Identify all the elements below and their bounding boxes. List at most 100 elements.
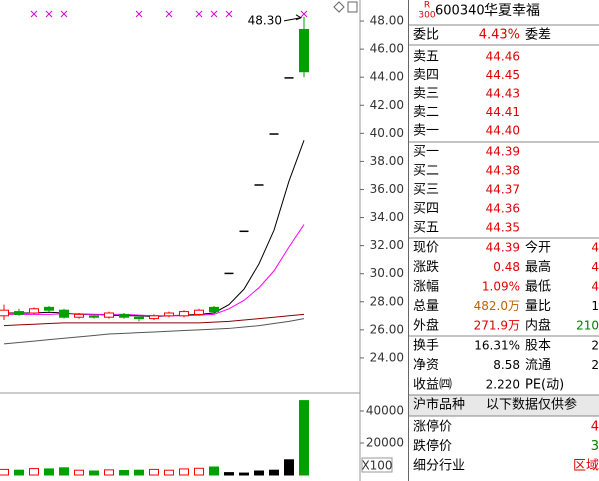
y-tick-label: 28.00 <box>370 294 404 308</box>
candle-body <box>59 309 69 318</box>
volume-bar <box>209 466 219 476</box>
label: 跌停价 <box>413 438 452 454</box>
marker <box>300 10 308 18</box>
volume-bar <box>14 469 24 476</box>
label: 现价 <box>413 241 439 256</box>
marker <box>30 10 38 18</box>
annotation-arrow <box>283 17 301 22</box>
y-tick-label: 46.00 <box>370 42 404 56</box>
marker <box>165 10 173 18</box>
volume-bar <box>284 459 294 476</box>
label: 委比 <box>413 28 439 43</box>
value: 271.9万 <box>474 319 520 333</box>
marker <box>45 10 53 18</box>
bid-price: 44.39 <box>486 145 520 159</box>
label: 外盘 <box>413 318 439 334</box>
label: 卖四 <box>413 68 439 83</box>
value: 8.58 <box>493 358 520 372</box>
volume-bar <box>119 470 129 476</box>
candle-body <box>209 306 219 313</box>
candle-body <box>29 308 39 314</box>
signal-markers <box>30 10 308 18</box>
bid-price: 44.37 <box>486 183 520 197</box>
volume-bar <box>149 468 159 476</box>
label: 委差 <box>525 28 551 43</box>
marker <box>60 10 68 18</box>
value: 44.39 <box>486 241 520 255</box>
ask-price: 44.43 <box>486 87 520 101</box>
volume-bar <box>254 470 264 476</box>
volume-bar <box>164 469 174 476</box>
volume-bar <box>239 472 249 476</box>
candle-body <box>44 306 54 311</box>
ask-price: 44.45 <box>486 68 520 82</box>
value: 区域 <box>573 459 599 474</box>
ask-price: 44.40 <box>486 124 520 138</box>
label: 换手 <box>413 339 439 354</box>
volume-bar <box>269 469 279 476</box>
volume-bar <box>194 467 204 476</box>
y-tick-label: 40.00 <box>370 126 404 140</box>
volume-bar <box>89 470 99 476</box>
label: 收益㈣ <box>413 378 452 393</box>
ask-price: 44.46 <box>486 50 520 64</box>
label: 买五 <box>413 221 439 236</box>
label: 内盘 <box>525 318 551 334</box>
notice-text: 以下数据仅供参 <box>486 397 577 413</box>
value: 4 <box>591 420 599 435</box>
candle-body <box>164 312 174 317</box>
label: 卖二 <box>413 105 439 120</box>
label: 今开 <box>525 240 551 256</box>
candle-body <box>299 28 309 73</box>
value: 2.220 <box>486 378 520 392</box>
volume-bar <box>179 468 189 476</box>
label: 沪市品种 <box>413 397 465 413</box>
volume-bar <box>0 468 9 476</box>
candle-body <box>74 313 84 318</box>
value: 1.09% <box>482 280 520 294</box>
value: 482.0万 <box>474 299 520 313</box>
stock-code: 600340 <box>435 4 485 19</box>
volume-bar <box>44 468 54 476</box>
volume-bar <box>29 468 39 476</box>
value: 1 <box>591 299 599 313</box>
label: 总量 <box>413 299 439 314</box>
label: 量比 <box>525 299 551 314</box>
y-tick-label: 48.00 <box>370 14 404 28</box>
bid-price: 44.38 <box>486 164 520 178</box>
label: 卖五 <box>413 50 439 65</box>
volume-tick-label: 40000 <box>366 404 404 418</box>
marker <box>210 10 218 18</box>
y-tick-label: 42.00 <box>370 98 404 112</box>
bid-price: 44.36 <box>486 202 520 216</box>
y-tick-label: 32.00 <box>370 238 404 252</box>
icon-diamond[interactable] <box>333 1 345 13</box>
unit-box <box>361 457 393 473</box>
y-tick-label: 38.00 <box>370 154 404 168</box>
value: 0.48 <box>493 260 520 274</box>
volume-bar <box>74 469 84 476</box>
value: 2 <box>591 358 599 372</box>
candle-body <box>149 315 159 320</box>
label: 卖三 <box>413 87 439 102</box>
label: 股本 <box>525 339 551 354</box>
candle-body <box>194 309 204 315</box>
candle-body <box>0 309 9 317</box>
y-tick-label: 24.00 <box>370 350 404 364</box>
high-annotation: 48.30 <box>248 13 282 27</box>
value: 210 <box>576 319 599 333</box>
candle-body <box>179 311 189 317</box>
y-tick-label: 36.00 <box>370 182 404 196</box>
ask-price: 44.41 <box>486 105 520 119</box>
volume-bar <box>104 469 114 476</box>
value: 4.43% <box>479 28 520 43</box>
annotation-arrow-head <box>295 14 303 21</box>
marker <box>135 10 143 18</box>
y-tick-label: 44.00 <box>370 70 404 84</box>
badge: 300 <box>418 11 435 21</box>
icon-window[interactable] <box>347 1 358 13</box>
label: 买一 <box>413 145 439 160</box>
label: 买四 <box>413 202 439 217</box>
volume-bar <box>59 467 69 476</box>
value: 16.31% <box>474 339 520 353</box>
